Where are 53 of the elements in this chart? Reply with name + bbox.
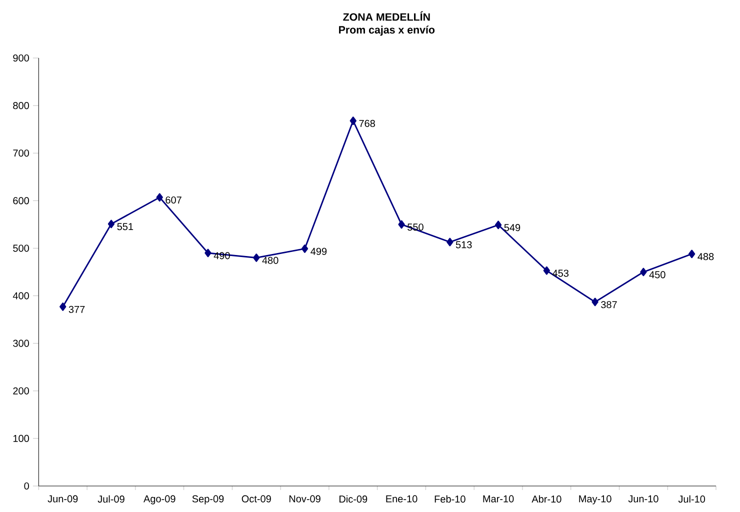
x-tick-label: Jun-10 xyxy=(628,495,658,502)
data-label: 480 xyxy=(262,256,278,264)
point xyxy=(640,268,647,276)
x-tick-label: Feb-10 xyxy=(434,495,466,503)
y-tick-label: 700 xyxy=(13,150,29,157)
point xyxy=(156,193,163,202)
x-tick-label: Mar-10 xyxy=(483,495,514,502)
chart-subtitle: Prom cajas x envío xyxy=(339,26,435,36)
data-label: 550 xyxy=(408,224,424,231)
y-tick-label: 0 xyxy=(24,482,29,490)
x-tick-label: Abr-10 xyxy=(532,495,562,503)
data-label: 549 xyxy=(504,224,520,232)
x-tick-label: Dic-09 xyxy=(340,495,368,503)
data-label: 607 xyxy=(166,196,182,204)
x-tick-label: Ene-10 xyxy=(386,495,418,502)
x-tick-label: Oct-09 xyxy=(242,495,271,502)
data-label: 450 xyxy=(649,271,666,278)
x-tick-label: Jun-09 xyxy=(48,495,78,502)
point xyxy=(592,298,598,306)
point xyxy=(108,220,115,228)
y-tick-label: 400 xyxy=(12,292,29,300)
point xyxy=(688,250,696,258)
y-tick-label: 900 xyxy=(13,54,29,62)
point xyxy=(494,220,502,230)
data-label: 768 xyxy=(359,120,375,127)
chart-title: ZONA MEDELLÍN xyxy=(343,11,430,21)
data-label: 513 xyxy=(456,241,472,248)
y-tick-label: 200 xyxy=(13,387,29,394)
x-tick-label: May-10 xyxy=(579,495,612,504)
point xyxy=(253,254,260,262)
point xyxy=(204,248,212,258)
x-tick-label: Sep-09 xyxy=(192,495,224,504)
data-label: 488 xyxy=(698,253,714,260)
x-tick-label: Nov-09 xyxy=(289,495,320,502)
x-tick-label: Ago-09 xyxy=(144,495,176,504)
x-tick-label: Jul-09 xyxy=(98,495,124,503)
data-label: 499 xyxy=(310,248,327,255)
data-label: 551 xyxy=(117,223,134,230)
y-tick-label: 800 xyxy=(13,102,29,110)
y-tick-label: 500 xyxy=(13,244,29,252)
point xyxy=(543,266,550,275)
point xyxy=(60,302,66,311)
data-label: 387 xyxy=(601,301,617,308)
x-tick-label: Jul-10 xyxy=(678,495,706,503)
point xyxy=(446,238,454,246)
data-label: 453 xyxy=(552,270,569,277)
point xyxy=(398,220,405,229)
y-tick-label: 300 xyxy=(13,340,29,347)
point xyxy=(301,244,308,253)
point xyxy=(350,116,356,125)
y-tick-label: 100 xyxy=(13,434,29,442)
y-tick-label: 600 xyxy=(13,197,29,204)
data-label: 377 xyxy=(68,306,85,313)
